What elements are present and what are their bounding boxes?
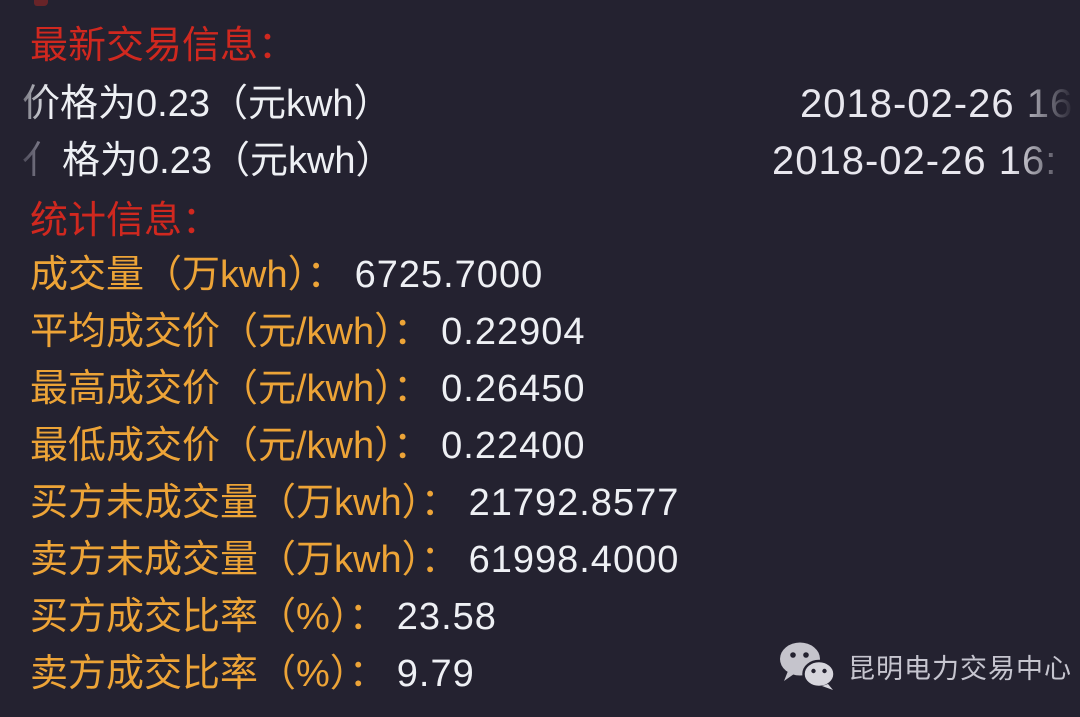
clipped-character-fragment: 亻 [22, 140, 61, 182]
trade-price-text: 格为0.23（元kwh） [62, 140, 394, 182]
stat-value: 61998.4000 [468, 539, 680, 581]
section-title-latest: 最新交易信息： [30, 25, 297, 67]
stat-value: 6725.7000 [354, 254, 544, 296]
stat-label: 卖方成交比率（%）： [30, 653, 387, 695]
stat-label: 最低成交价（元/kwh）： [30, 425, 432, 467]
stat-row-buyer-ratio: 买方成交比率（%）： 23.58 [30, 593, 1080, 641]
clipped-character-fragment-top [34, 0, 48, 6]
stat-label: 卖方未成交量（万kwh）： [30, 539, 459, 581]
stat-row-seller-ratio: 卖方成交比率（%）： 9.79 [30, 650, 1080, 698]
stat-row-max-price: 最高成交价（元/kwh）： 0.26450 [30, 365, 1080, 413]
stat-label: 最高成交价（元/kwh）： [30, 368, 432, 410]
stat-row-buyer-unfilled: 买方未成交量（万kwh）： 21792.8577 [30, 479, 1080, 527]
stat-value: 21792.8577 [468, 482, 680, 524]
trade-price-text: 价格为0.23（元kwh） [22, 83, 392, 125]
stat-row-min-price: 最低成交价（元/kwh）： 0.22400 [30, 422, 1080, 470]
trade-timestamp: 2018-02-26 16: [772, 139, 1058, 183]
stat-row-seller-unfilled: 卖方未成交量（万kwh）： 61998.4000 [30, 536, 1080, 584]
stat-row-avg-price: 平均成交价（元/kwh）： 0.22904 [30, 308, 1080, 356]
wechat-icon [780, 642, 836, 690]
stat-label: 买方成交比率（%）： [30, 596, 387, 638]
stat-value: 9.79 [396, 653, 475, 695]
trade-line-1: 价格为0.23（元kwh） 2018-02-26 16 [22, 80, 1080, 128]
trade-line-2: 亻格为0.23（元kwh） 2018-02-26 16: [22, 137, 1080, 185]
stat-row-volume: 成交量（万kwh）： 6725.7000 [30, 251, 1080, 299]
stat-label: 平均成交价（元/kwh）： [30, 311, 432, 353]
section-title-stats: 统计信息： [30, 200, 221, 242]
stat-value: 23.58 [396, 596, 497, 638]
trade-timestamp: 2018-02-26 16 [800, 82, 1074, 126]
watermark-text: 昆明电力交易中心 [848, 653, 1072, 684]
stat-value: 0.22400 [441, 425, 586, 467]
stat-label: 买方未成交量（万kwh）： [30, 482, 459, 524]
stat-value: 0.22904 [441, 311, 586, 353]
watermark: 昆明电力交易中心 [778, 641, 1072, 691]
stat-value: 0.26450 [441, 368, 586, 410]
stat-label: 成交量（万kwh）： [30, 254, 345, 296]
